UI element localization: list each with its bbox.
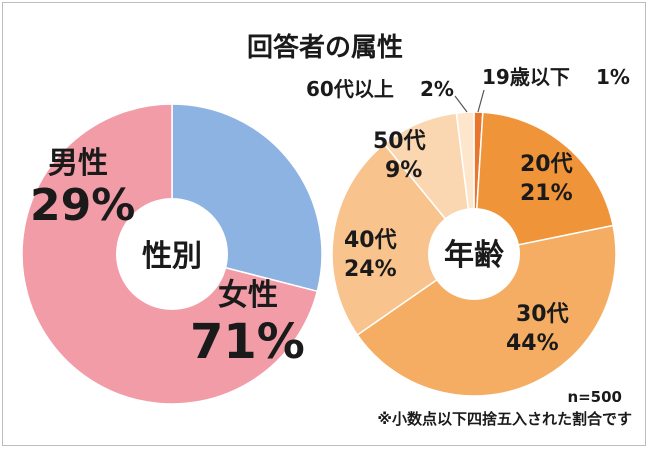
over60-leader-line [454, 95, 468, 113]
under19-label: 19歳以下 1% [482, 65, 630, 89]
age-slice-1 [473, 111, 614, 255]
female-name-label: 女性 [218, 278, 278, 313]
age50-value-label: 9% [385, 158, 422, 183]
male-value-label: 29% [30, 180, 135, 231]
age-center-label: 年齢 [444, 238, 504, 273]
age30-value-label: 44% [506, 331, 559, 356]
age-donut-hole [428, 208, 520, 300]
age40-value-label: 24% [344, 257, 397, 282]
age-slice-2 [356, 224, 617, 397]
age40-name-label: 40代 [344, 228, 397, 253]
gender-center-label: 性別 [142, 239, 202, 274]
age50-name-label: 50代 [373, 129, 426, 154]
age-slice-3 [331, 142, 476, 336]
rounding-note: ※小数点以下四捨五入された割合です [377, 410, 632, 428]
age20-name-label: 20代 [520, 152, 573, 177]
over60-value-label: 2% [420, 77, 454, 101]
male-name-label: 男性 [48, 146, 108, 181]
under19-value-label: 1% [596, 65, 630, 89]
age20-value-label: 21% [520, 181, 573, 206]
under19-leader-line [477, 89, 485, 113]
over60-name-label: 60代以上 [306, 77, 394, 101]
gender-donut-hole [116, 198, 228, 310]
age30-name-label: 30代 [516, 302, 569, 327]
chart-title: 回答者の属性 [247, 32, 403, 63]
over60-label: 60代以上 2% [306, 77, 454, 101]
female-value-label: 71% [190, 314, 305, 370]
under19-name-label: 19歳以下 [482, 65, 570, 89]
sample-size-label: n=500 [567, 388, 622, 406]
